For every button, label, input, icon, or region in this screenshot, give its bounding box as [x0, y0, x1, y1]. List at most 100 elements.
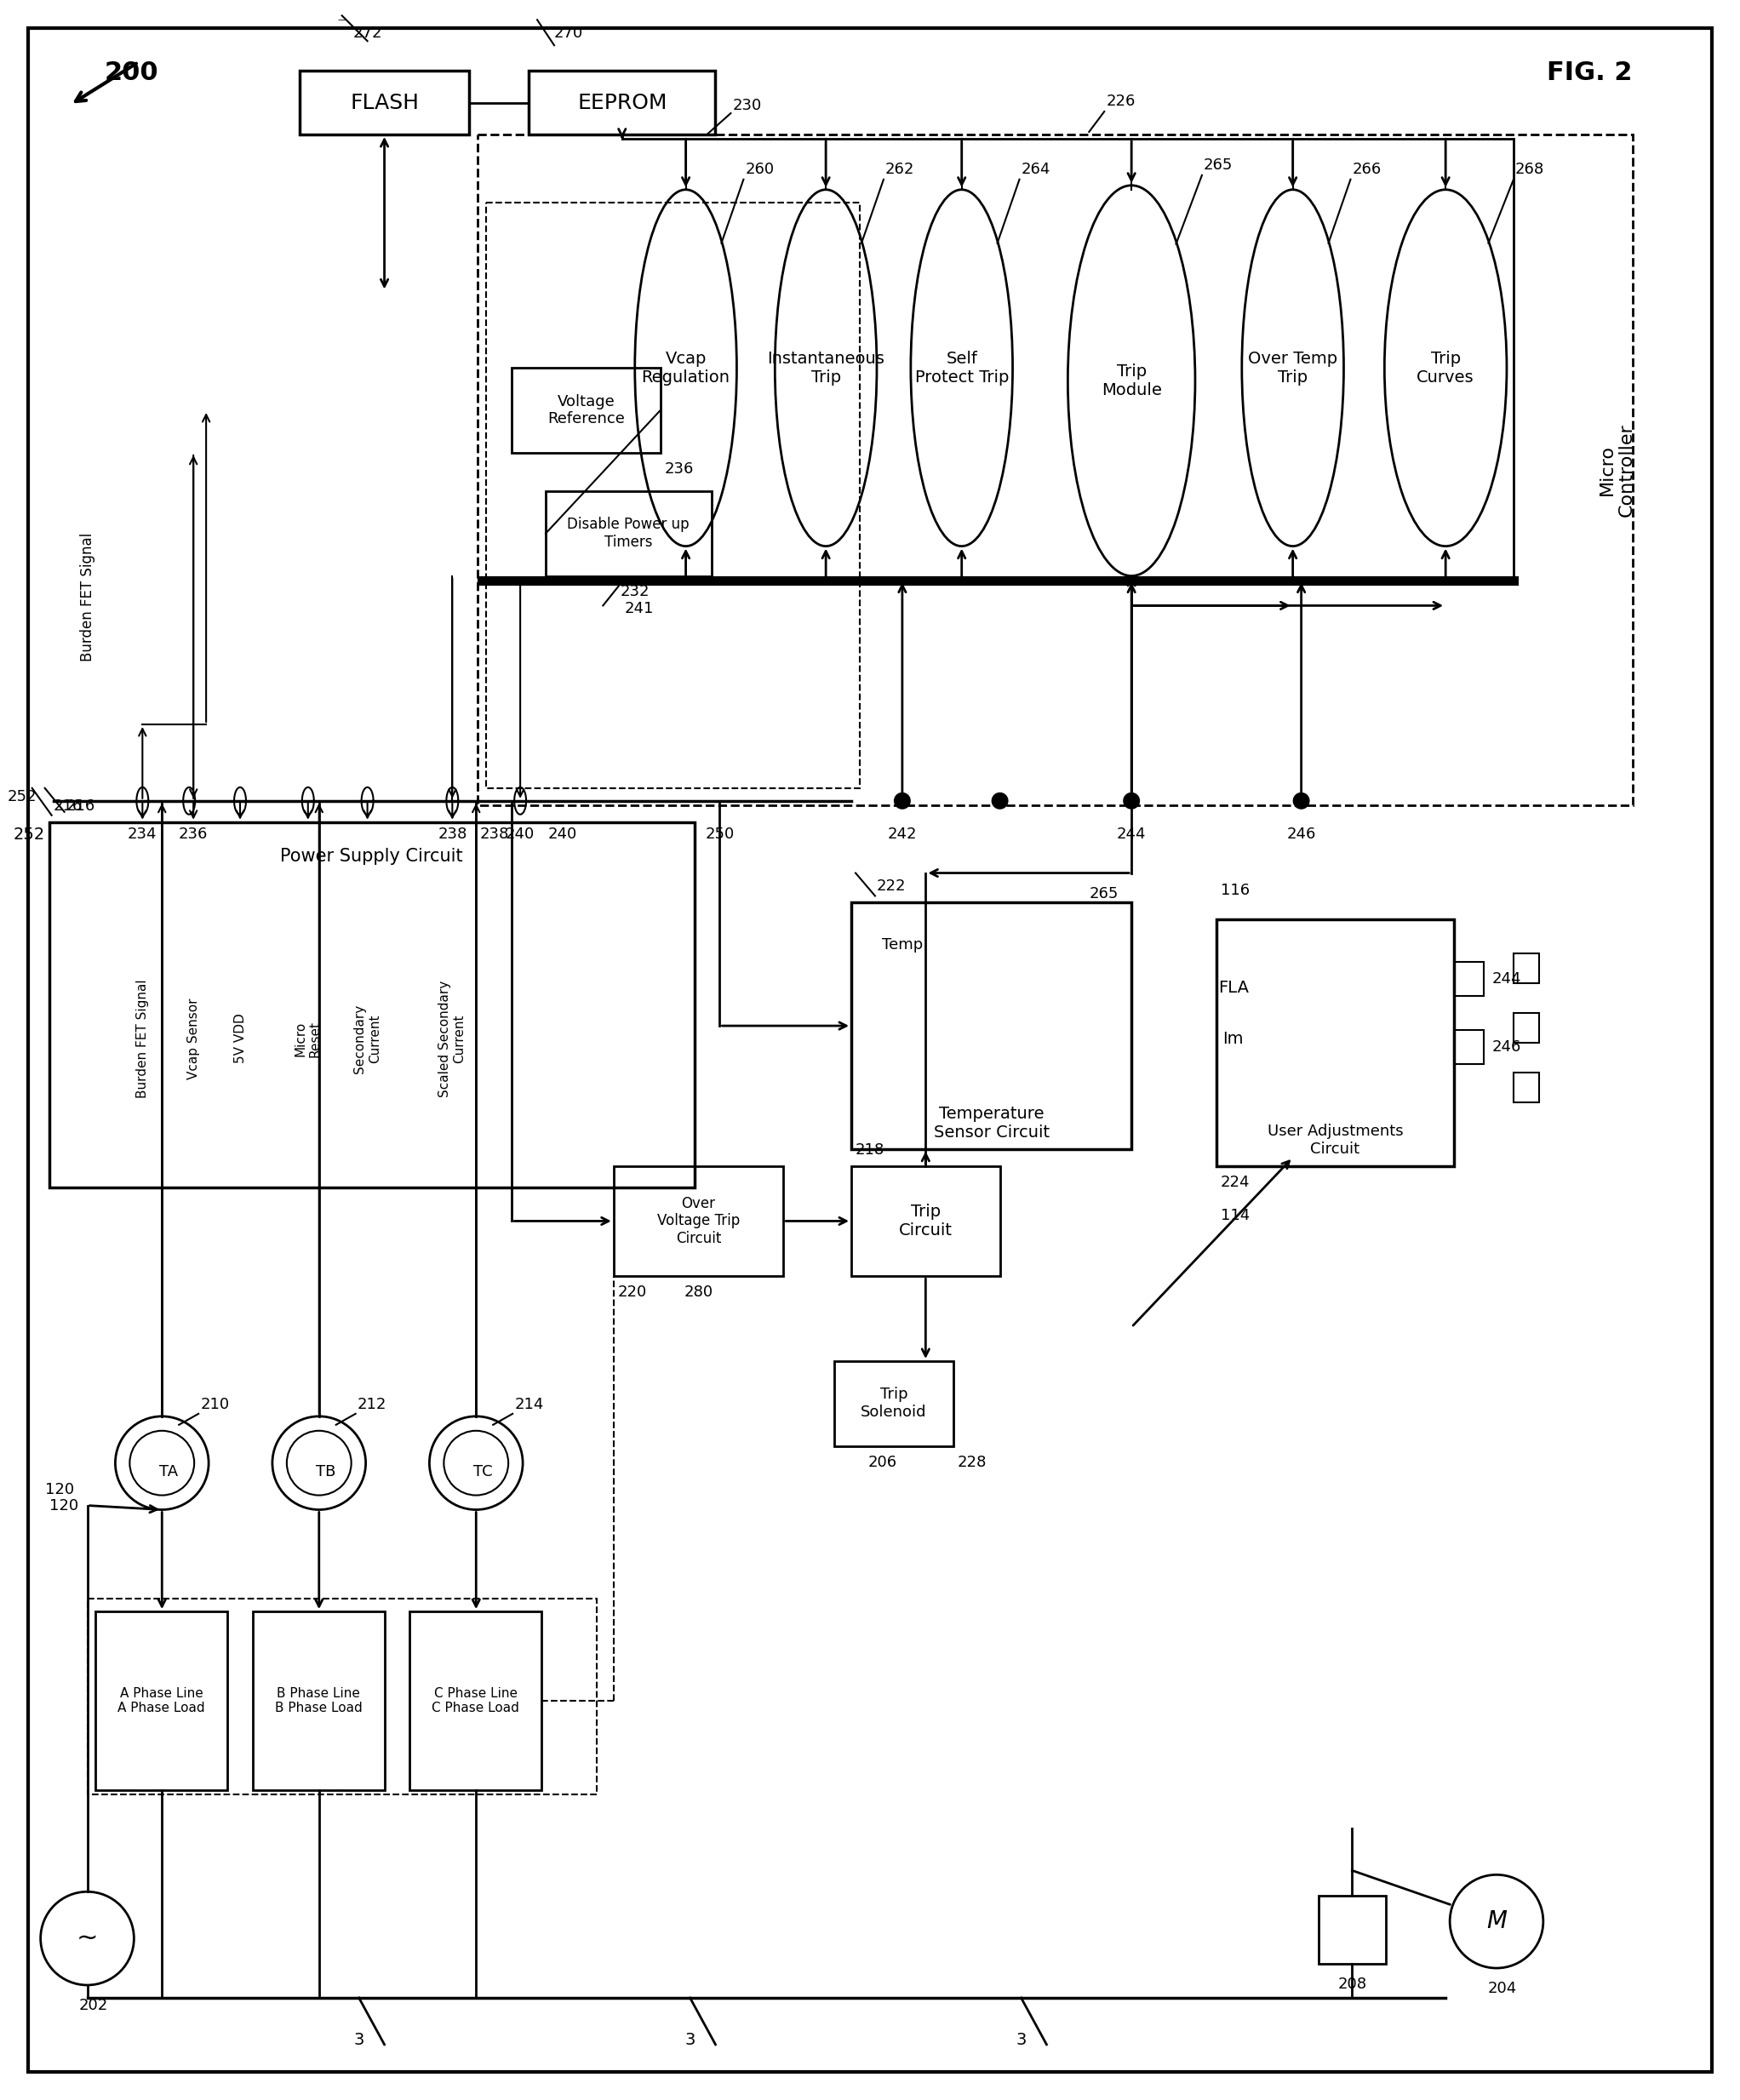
Text: 210: 210 [200, 1396, 230, 1411]
Text: 216: 216 [66, 798, 96, 813]
Bar [299, 71, 470, 134]
Bar [411, 1611, 541, 1789]
Text: 265: 265 [1204, 158, 1234, 172]
Bar [1455, 962, 1484, 995]
Text: 244: 244 [1493, 972, 1522, 987]
Bar [252, 1611, 385, 1789]
Text: 214: 214 [515, 1396, 543, 1411]
Text: 202: 202 [78, 1997, 108, 2014]
Text: Over
Voltage Trip
Circuit: Over Voltage Trip Circuit [658, 1195, 740, 1247]
Text: EEPROM: EEPROM [578, 92, 666, 113]
Bar [1319, 1896, 1387, 1964]
Text: Vcap Sensor: Vcap Sensor [186, 998, 200, 1079]
Bar [835, 1361, 954, 1447]
Text: 240: 240 [506, 825, 534, 842]
Text: 280: 280 [684, 1285, 713, 1300]
Text: 228: 228 [957, 1455, 987, 1470]
Text: ~: ~ [77, 1926, 97, 1951]
Text: FLASH: FLASH [350, 92, 419, 113]
Text: Power Supply Circuit: Power Supply Circuit [280, 848, 463, 865]
Text: Temp: Temp [882, 937, 922, 953]
Text: 218: 218 [856, 1142, 884, 1157]
Text: 264: 264 [1021, 162, 1051, 176]
Text: 224: 224 [1221, 1174, 1249, 1191]
Bar [87, 1598, 597, 1793]
Text: 272: 272 [353, 25, 383, 42]
Text: 244: 244 [1117, 825, 1147, 842]
Text: 252: 252 [7, 790, 37, 804]
Text: 114: 114 [1221, 1207, 1249, 1224]
Text: 220: 220 [618, 1285, 647, 1300]
Text: 222: 222 [877, 880, 907, 895]
Text: 250: 250 [705, 825, 734, 842]
Text: 116: 116 [1221, 884, 1249, 899]
Text: 234: 234 [127, 825, 157, 842]
Circle shape [1122, 792, 1140, 808]
Text: FLA: FLA [1218, 979, 1249, 995]
Text: Trip
Curves: Trip Curves [1416, 351, 1474, 384]
Circle shape [894, 792, 910, 808]
Text: Trip
Module: Trip Module [1101, 363, 1162, 399]
Bar [485, 202, 860, 788]
Bar [614, 1166, 783, 1277]
Text: 204: 204 [1488, 1980, 1517, 1997]
Text: Im: Im [1223, 1031, 1244, 1046]
Text: Vcap
Regulation: Vcap Regulation [642, 351, 731, 384]
Text: 262: 262 [886, 162, 915, 176]
Bar [1514, 1073, 1538, 1102]
Text: 260: 260 [745, 162, 774, 176]
Text: 3: 3 [1016, 2033, 1027, 2048]
Text: Micro
Reset: Micro Reset [294, 1021, 322, 1056]
Text: TA: TA [160, 1464, 177, 1478]
Text: 246: 246 [1286, 825, 1315, 842]
Text: 236: 236 [665, 462, 694, 477]
Text: 252: 252 [14, 825, 45, 842]
Bar [1514, 1012, 1538, 1044]
Text: FIG. 2: FIG. 2 [1547, 61, 1632, 86]
Text: Instantaneous
Trip: Instantaneous Trip [767, 351, 884, 384]
Bar [546, 491, 712, 575]
Text: 236: 236 [179, 825, 209, 842]
Bar [851, 903, 1131, 1149]
Text: Burden FET Signal: Burden FET Signal [80, 533, 96, 662]
Bar [529, 71, 715, 134]
Text: TB: TB [317, 1464, 336, 1478]
Text: Micro
Controller: Micro Controller [1599, 422, 1636, 517]
Text: 212: 212 [357, 1396, 386, 1411]
Text: Temperature
Sensor Circuit: Temperature Sensor Circuit [933, 1107, 1049, 1140]
Bar [1216, 920, 1455, 1166]
Text: —: — [338, 15, 346, 23]
Text: 265: 265 [1089, 886, 1119, 901]
Text: Burden FET Signal: Burden FET Signal [136, 979, 150, 1098]
Text: 120: 120 [45, 1483, 73, 1497]
Text: Disable Power up
Timers: Disable Power up Timers [567, 517, 689, 550]
Text: 246: 246 [1493, 1040, 1521, 1054]
Text: 200: 200 [104, 61, 158, 86]
Text: 240: 240 [548, 825, 578, 842]
Text: M: M [1486, 1909, 1507, 1934]
Text: Secondary
Current: Secondary Current [353, 1004, 381, 1073]
Bar [478, 134, 1632, 804]
Text: Self
Protect Trip: Self Protect Trip [915, 351, 1009, 384]
Text: 270: 270 [553, 25, 583, 42]
Text: Trip
Circuit: Trip Circuit [900, 1203, 952, 1239]
Text: 216: 216 [54, 798, 82, 813]
Text: 226: 226 [1107, 94, 1134, 109]
Text: 120: 120 [49, 1497, 78, 1514]
Text: B Phase Line
B Phase Load: B Phase Line B Phase Load [275, 1686, 362, 1714]
Text: 206: 206 [868, 1455, 898, 1470]
Bar [49, 821, 694, 1186]
Bar [1455, 1031, 1484, 1065]
Text: 238: 238 [438, 825, 466, 842]
Text: 232: 232 [619, 584, 649, 601]
Text: 242: 242 [887, 825, 917, 842]
Bar [96, 1611, 228, 1789]
Text: TC: TC [473, 1464, 492, 1478]
Bar [1514, 953, 1538, 983]
Text: Over Temp
Trip: Over Temp Trip [1248, 351, 1338, 384]
Text: User Adjustments
Circuit: User Adjustments Circuit [1267, 1124, 1402, 1157]
Text: A Phase Line
A Phase Load: A Phase Line A Phase Load [118, 1686, 205, 1714]
Bar [851, 1166, 1000, 1277]
Circle shape [1293, 792, 1310, 808]
Text: 5V VDD: 5V VDD [233, 1014, 247, 1063]
